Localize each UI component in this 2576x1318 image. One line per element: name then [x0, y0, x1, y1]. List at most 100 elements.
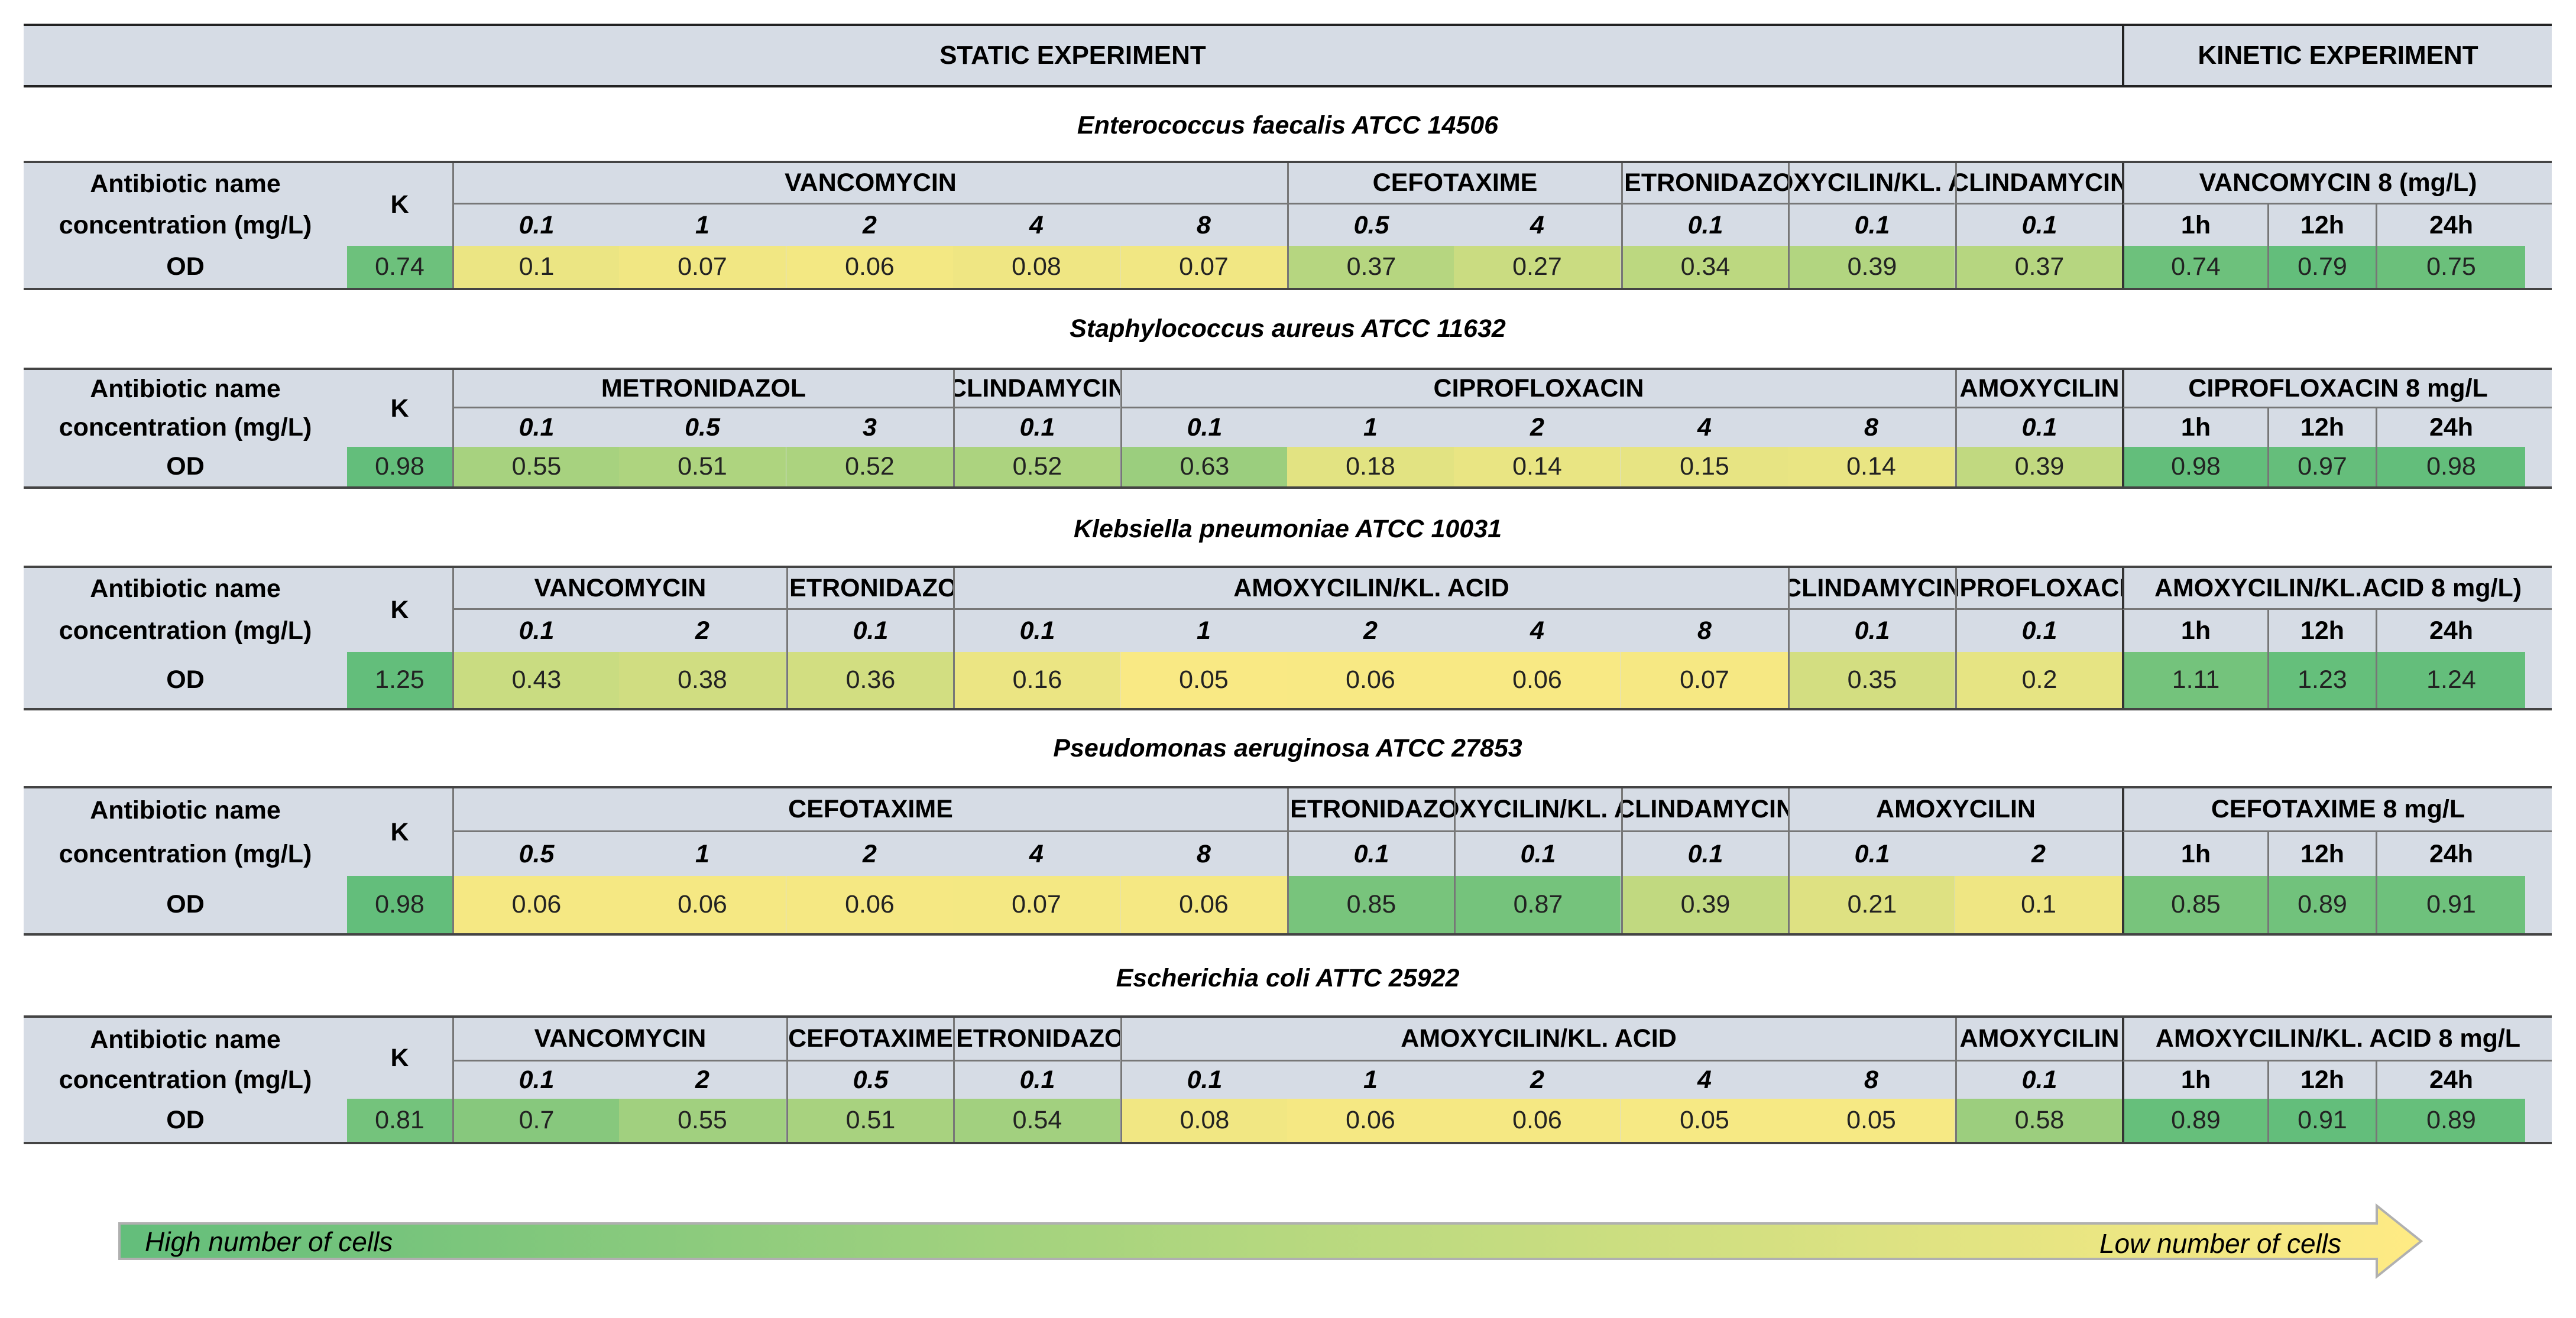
control-k-header: K — [390, 190, 409, 219]
od-value: 0.43 — [452, 652, 619, 708]
antibiotic-group-name: CLINDAMYCIN — [953, 370, 1120, 408]
kinetic-time-label: 12h — [2267, 610, 2376, 652]
kinetic-od-value: 0.74 — [2122, 246, 2267, 288]
od-value: 0.55 — [452, 447, 619, 486]
concentration-value: 1 — [1197, 616, 1211, 645]
od-value: 0.06 — [786, 246, 953, 288]
concentration-value: 8 — [1197, 839, 1211, 868]
concentration-value: 0.1 — [1287, 832, 1454, 876]
kinetic-time-label: 1h — [2122, 408, 2267, 447]
row-label-od: OD — [166, 890, 205, 918]
kinetic-od-value: 0.75 — [2376, 246, 2525, 288]
row-label-antibiotic-name: Antibiotic name — [90, 1025, 281, 1054]
color-scale-legend: High number of cells Low number of cells — [118, 1203, 2423, 1280]
od-value: 0.06 — [1454, 1099, 1621, 1142]
concentration-value: 0.1 — [1621, 204, 1788, 246]
antibiotic-group-name: AMOXYCILIN/KL. ACID — [953, 568, 1788, 610]
antibiotic-group-name: AMOXYCILIN — [1788, 788, 2122, 832]
concentration-value: 0.1 — [452, 204, 619, 246]
kinetic-time-label: 1h — [2122, 204, 2267, 246]
antibiotic-group-name: CEFOTAXIME — [452, 788, 1287, 832]
antibiotic-group-name: VANCOMYCIN — [452, 568, 786, 610]
concentration-value: 0.1 — [1788, 832, 1955, 876]
od-value: 0.05 — [1788, 1099, 1955, 1142]
od-value: 0.1 — [452, 246, 619, 288]
concentration-value: 0.1 — [452, 1061, 619, 1099]
od-value: 0.15 — [1621, 447, 1788, 486]
od-value: 0.52 — [953, 447, 1120, 486]
antibiotic-group-name: CIPROFLOXACIN — [1120, 370, 1955, 408]
od-value: 0.05 — [1120, 652, 1287, 708]
row-label-od: OD — [166, 666, 205, 694]
concentration-value: 0.1 — [786, 610, 953, 652]
antibiotic-group-name: CLINDAMYCIN — [1788, 568, 1955, 610]
kinetic-od-value: 0.98 — [2122, 447, 2267, 486]
kinetic-time-label: 1h — [2122, 1061, 2267, 1099]
row-label-od: OD — [166, 1106, 205, 1134]
antibiotic-group-name: CEFOTAXIME — [1287, 163, 1621, 204]
kinetic-antibiotic-name: VANCOMYCIN 8 (mg/L) — [2122, 163, 2552, 204]
control-k-header: K — [390, 595, 409, 624]
concentration-value: 3 — [863, 413, 877, 442]
od-value: 0.38 — [619, 652, 786, 708]
kinetic-time-label: 12h — [2267, 408, 2376, 447]
control-od-value: 0.74 — [347, 246, 452, 288]
concentration-value: 0.1 — [953, 610, 1120, 652]
od-value: 0.58 — [1955, 1099, 2122, 1142]
od-value: 0.27 — [1454, 246, 1621, 288]
antibiotic-group-name: AMOXYCILIN/KL. ACID — [1788, 163, 1955, 204]
concentration-value: 8 — [1864, 413, 1878, 442]
concentration-value: 8 — [1697, 616, 1712, 645]
concentration-value: 0.1 — [1955, 610, 2122, 652]
concentration-value: 4 — [1697, 1066, 1712, 1094]
od-table: Antibiotic name concentration (mg/L) OD K 0.… — [24, 368, 2552, 489]
concentration-value: 0.1 — [953, 408, 1120, 447]
od-value: 0.16 — [953, 652, 1120, 708]
kinetic-experiment-header: KINETIC EXPERIMENT — [2122, 26, 2552, 85]
row-label-od: OD — [166, 452, 205, 481]
kinetic-time-label: 12h — [2267, 1061, 2376, 1099]
od-value: 0.18 — [1287, 447, 1454, 486]
kinetic-antibiotic-name: CEFOTAXIME 8 mg/L — [2122, 788, 2552, 832]
concentration-value: 0.1 — [452, 610, 619, 652]
antibiotic-group-name: METRONIDAZOL — [953, 1018, 1120, 1061]
od-value: 0.87 — [1454, 876, 1621, 933]
control-k-header: K — [390, 1044, 409, 1072]
antibiotic-group-name: VANCOMYCIN — [452, 1018, 786, 1061]
od-value: 0.39 — [1955, 447, 2122, 486]
kinetic-od-value: 0.79 — [2267, 246, 2376, 288]
concentration-value: 1 — [695, 210, 709, 239]
kinetic-od-value: 0.89 — [2267, 876, 2376, 933]
od-value: 0.63 — [1120, 447, 1287, 486]
row-label-antibiotic-name: Antibiotic name — [90, 796, 281, 824]
kinetic-antibiotic-name: CIPROFLOXACIN 8 mg/L — [2122, 370, 2552, 408]
od-value: 0.07 — [619, 246, 786, 288]
concentration-value: 1 — [695, 839, 709, 868]
od-value: 0.06 — [452, 876, 619, 933]
kinetic-od-value: 0.97 — [2267, 447, 2376, 486]
od-value: 0.08 — [953, 246, 1120, 288]
antibiotic-group-name: CEFOTAXIME — [786, 1018, 953, 1061]
concentration-value: 8 — [1864, 1066, 1878, 1094]
od-table: Antibiotic name concentration (mg/L) OD K 0.… — [24, 1015, 2552, 1144]
antibiotic-group-name: AMOXYCILIN — [1955, 370, 2122, 408]
od-value: 0.1 — [1955, 876, 2122, 933]
antibiotic-group-name: CIPROFLOXACIN — [1955, 568, 2122, 610]
row-label-antibiotic-name: Antibiotic name — [90, 375, 281, 403]
kinetic-od-value: 1.11 — [2122, 652, 2267, 708]
row-label-concentration: concentration (mg/L) — [59, 1066, 312, 1094]
od-value: 0.06 — [1287, 652, 1454, 708]
od-value: 0.54 — [953, 1099, 1120, 1142]
antibiotic-group-name: METRONIDAZOL — [786, 568, 953, 610]
antibiotic-group-name: METRONIDAZOL — [1287, 788, 1454, 832]
od-value: 0.39 — [1788, 246, 1955, 288]
od-value: 0.06 — [1454, 652, 1621, 708]
kinetic-time-label: 1h — [2122, 610, 2267, 652]
od-value: 0.14 — [1788, 447, 1955, 486]
concentration-value: 2 — [863, 210, 877, 239]
kinetic-od-value: 1.24 — [2376, 652, 2525, 708]
concentration-value: 0.5 — [685, 413, 720, 442]
row-label-concentration: concentration (mg/L) — [59, 839, 312, 868]
control-od-value: 0.98 — [347, 876, 452, 933]
concentration-value: 0.1 — [1120, 1061, 1287, 1099]
